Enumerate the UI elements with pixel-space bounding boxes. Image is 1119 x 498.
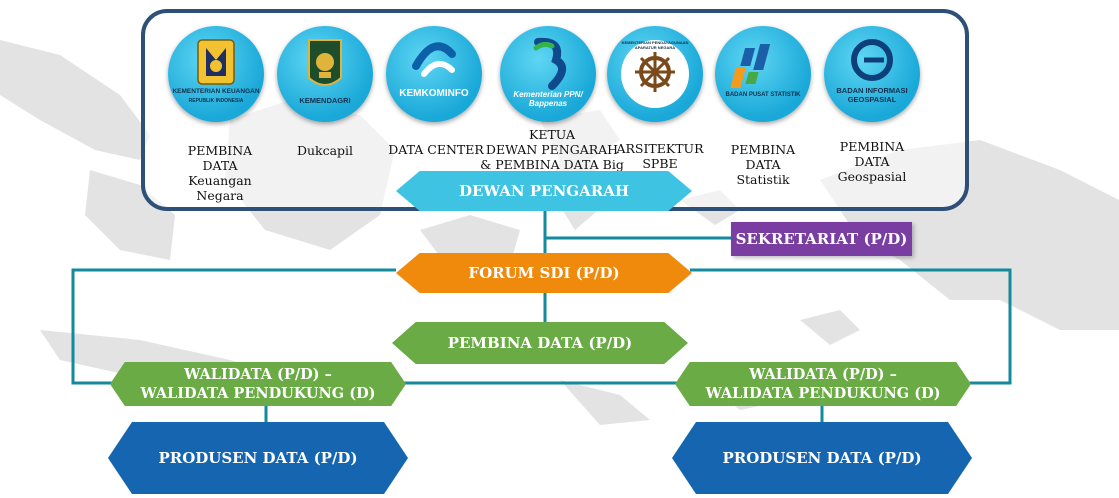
kemkominfo-logo: KEMKOMINFO: [386, 26, 482, 122]
kemendagri-shield-icon: [308, 39, 342, 86]
forum-sdi-box: FORUM SDI (P/D): [396, 253, 692, 293]
kemkominfo-logo-text: KEMKOMINFO: [399, 88, 469, 99]
big-logo: BADAN INFORMASI GEOSPASIAL: [824, 26, 920, 122]
dewan-pengarah-box: DEWAN PENGARAH: [396, 171, 692, 211]
caption-kemkominfo: DATA CENTER: [388, 142, 484, 157]
caption-big: PEMBINA DATA Geospasial: [837, 139, 907, 184]
pembina-data-box: PEMBINA DATA (P/D): [392, 322, 688, 364]
globe-icon: [851, 39, 893, 81]
walidata-left-box: WALIDATA (P/D) – WALIDATA PENDUKUNG (D): [110, 362, 406, 406]
bappenas-logo: Kementerian PPN/ Bappenas: [500, 26, 596, 122]
ship-wheel-icon: [621, 40, 689, 108]
caption-kemendagri: Dukcapil: [296, 143, 354, 158]
panrb-logo-text: KEMENTERIAN PENDAYAGUNAAN APARATUR NEGAR…: [621, 40, 689, 50]
sekretariat-box: SEKRETARIAT (P/D): [731, 222, 912, 256]
walidata-right-box: WALIDATA (P/D) – WALIDATA PENDUKUNG (D): [675, 362, 971, 406]
caption-bappenas: KETUA DEWAN PENGARAH & PEMBINA DATA Big …: [480, 127, 624, 187]
kemenkeu-logo: KEMENTERIAN KEUANGAN REPUBLIK INDONESIA: [168, 26, 264, 122]
kemendagri-logo: KEMENDAGRI: [277, 26, 373, 122]
kemenkeu-logo-text: KEMENTERIAN KEUANGAN: [172, 88, 260, 95]
caption-kemenkeu: PEMBINA DATA Keuangan Negara: [187, 143, 253, 203]
bappenas-swoosh-icon: [533, 37, 566, 90]
produsen-right-box: PRODUSEN DATA (P/D): [672, 422, 972, 494]
bps-bars-icon: [730, 44, 771, 88]
garuda-emblem-icon: [197, 39, 235, 85]
produsen-left-box: PRODUSEN DATA (P/D): [108, 422, 408, 494]
kemenkeu-logo-subtext: REPUBLIK INDONESIA: [188, 98, 244, 104]
caption-bps: PEMBINA DATA Statistik: [730, 142, 796, 187]
bappenas-logo-text: Kementerian PPN/ Bappenas: [513, 90, 583, 108]
big-logo-text: BADAN INFORMASI GEOSPASIAL: [836, 86, 908, 104]
kemendagri-logo-text: KEMENDAGRI: [299, 96, 351, 105]
bps-logo: BADAN PUSAT STATISTIK: [715, 26, 811, 122]
kemkominfo-wave-icon: [412, 42, 456, 77]
bps-logo-text: BADAN PUSAT STATISTIK: [725, 92, 801, 98]
caption-panrb: ARSITEKTUR SPBE: [616, 141, 704, 171]
panrb-logo: KEMENTERIAN PENDAYAGUNAAN APARATUR NEGAR…: [607, 26, 703, 122]
